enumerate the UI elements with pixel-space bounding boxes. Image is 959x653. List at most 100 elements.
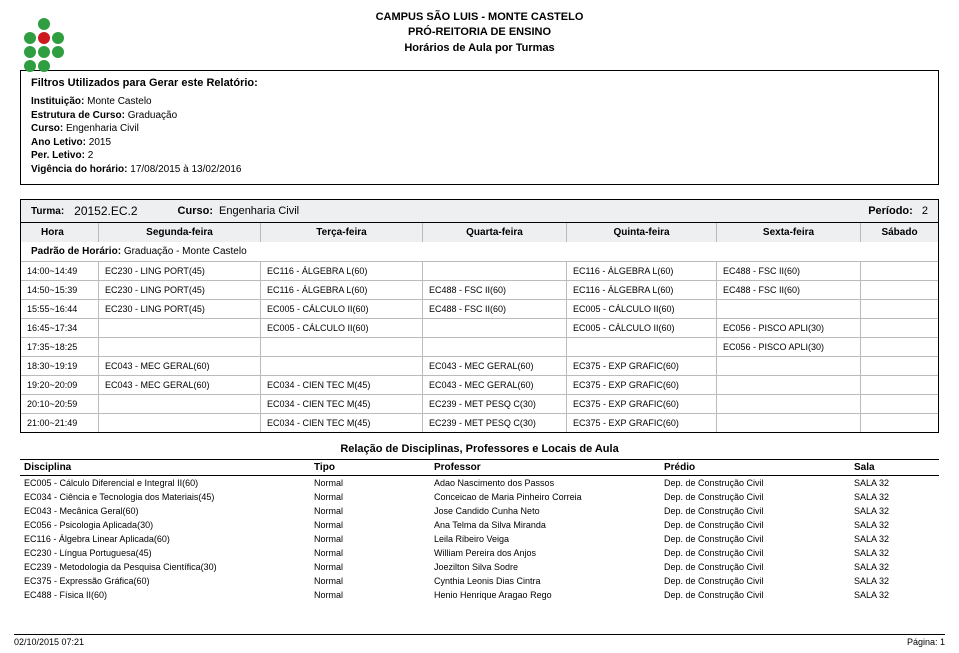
cell-sab (861, 281, 938, 299)
cell-sex (717, 376, 861, 394)
disc-pred: Dep. de Construção Civil (664, 506, 854, 516)
disc-prof: Conceicao de Maria Pinheiro Correia (434, 492, 664, 502)
turma-curso-label: Curso: (178, 205, 213, 217)
turma-bar: Turma: 20152.EC.2 Curso: Engenharia Civi… (20, 199, 939, 223)
relacao-title: Relação de Disciplinas, Professores e Lo… (20, 443, 939, 455)
cell-seg (99, 395, 261, 413)
cell-hora: 19:20~20:09 (21, 376, 99, 394)
disc-disc: EC230 - Língua Portuguesa(45) (24, 548, 314, 558)
cell-sex (717, 357, 861, 375)
discipline-row: EC043 - Mecânica Geral(60)NormalJose Can… (20, 504, 939, 518)
cell-ter: EC034 - CIEN TEC M(45) (261, 395, 423, 413)
disc-pred: Dep. de Construção Civil (664, 576, 854, 586)
footer-page: Página: 1 (907, 637, 945, 647)
cell-qua: EC043 - MEC GERAL(60) (423, 376, 567, 394)
disc-tipo: Normal (314, 520, 434, 530)
cell-hora: 21:00~21:49 (21, 414, 99, 432)
filters-curso-value: Engenharia Civil (66, 123, 139, 134)
cell-sab (861, 262, 938, 280)
filters-ano-label: Ano Letivo: (31, 137, 86, 148)
disc-disc: EC043 - Mecânica Geral(60) (24, 506, 314, 516)
padrao-horario: Padrão de Horário: Graduação - Monte Cas… (20, 242, 939, 261)
header-line-2: PRÓ-REITORIA DE ENSINO (14, 25, 945, 40)
col-ter: Terça-feira (261, 223, 423, 242)
disc-prof: Henio Henrique Aragao Rego (434, 590, 664, 600)
cell-sex (717, 300, 861, 318)
discipline-row: EC056 - Psicologia Aplicada(30)NormalAna… (20, 518, 939, 532)
disc-disc: EC005 - Cálculo Diferencial e Integral I… (24, 478, 314, 488)
footer-timestamp: 02/10/2015 07:21 (14, 637, 84, 647)
cell-qua: EC239 - MET PESQ C(30) (423, 395, 567, 413)
turma-value: 20152.EC.2 (74, 204, 137, 218)
cell-ter: EC034 - CIEN TEC M(45) (261, 376, 423, 394)
schedule-row: 19:20~20:09 EC043 - MEC GERAL(60)EC034 - … (21, 375, 938, 394)
schedule-row: 18:30~19:19EC043 - MEC GERAL(60)EC043 - … (21, 356, 938, 375)
filters-inst-value: Monte Castelo (87, 96, 151, 107)
cell-qui: EC375 - EXP GRAFIC(60) (567, 395, 717, 413)
cell-ter: EC005 - CÁLCULO II(60) (261, 300, 423, 318)
cell-hora: 14:50~15:39 (21, 281, 99, 299)
dh-prof: Professor (434, 462, 664, 473)
disc-tipo: Normal (314, 534, 434, 544)
discipline-row: EC375 - Expressão Gráfica(60)NormalCynth… (20, 574, 939, 588)
discipline-row: EC488 - Física II(60)NormalHenio Henriqu… (20, 588, 939, 602)
header-line-1: CAMPUS SÃO LUIS - MONTE CASTELO (14, 10, 945, 25)
cell-sab (861, 319, 938, 337)
cell-seg: EC230 - LING PORT(45) (99, 300, 261, 318)
col-hora: Hora (21, 223, 99, 242)
disc-pred: Dep. de Construção Civil (664, 562, 854, 572)
col-qui: Quinta-feira (567, 223, 717, 242)
disc-pred: Dep. de Construção Civil (664, 520, 854, 530)
disc-sala: SALA 32 (854, 506, 935, 516)
schedule-table: 14:00~14:49EC230 - LING PORT(45)EC116 - … (20, 261, 939, 433)
cell-hora: 17:35~18:25 (21, 338, 99, 356)
schedule-row: 17:35~18:25EC056 - PISCO APLI(30) (21, 337, 938, 356)
disc-tipo: Normal (314, 576, 434, 586)
cell-qua: EC488 - FSC II(60) (423, 281, 567, 299)
disc-prof: Jose Candido Cunha Neto (434, 506, 664, 516)
filters-estrutura-label: Estrutura de Curso: (31, 110, 125, 121)
cell-seg (99, 414, 261, 432)
cell-qui (567, 338, 717, 356)
cell-hora: 14:00~14:49 (21, 262, 99, 280)
dh-pred: Prédio (664, 462, 854, 473)
disc-sala: SALA 32 (854, 520, 935, 530)
filters-inst-label: Instituição: (31, 96, 84, 107)
cell-qui: EC375 - EXP GRAFIC(60) (567, 414, 717, 432)
cell-sab (861, 376, 938, 394)
filters-vig-value: 17/08/2015 à 13/02/2016 (130, 164, 241, 175)
disc-tipo: Normal (314, 492, 434, 502)
disc-pred: Dep. de Construção Civil (664, 534, 854, 544)
day-header-row: Hora Segunda-feira Terça-feira Quarta-fe… (20, 223, 939, 242)
disc-prof: William Pereira dos Anjos (434, 548, 664, 558)
cell-ter: EC116 - ÁLGEBRA L(60) (261, 262, 423, 280)
col-qua: Quarta-feira (423, 223, 567, 242)
padrao-label: Padrão de Horário: (31, 246, 121, 257)
cell-seg (99, 338, 261, 356)
cell-qui: EC375 - EXP GRAFIC(60) (567, 376, 717, 394)
padrao-value: Graduação - Monte Castelo (124, 246, 247, 257)
disc-pred: Dep. de Construção Civil (664, 492, 854, 502)
cell-sex: EC488 - FSC II(60) (717, 281, 861, 299)
disc-pred: Dep. de Construção Civil (664, 548, 854, 558)
discipline-row: EC239 - Metodologia da Pesquisa Científi… (20, 560, 939, 574)
filters-title: Filtros Utilizados para Gerar este Relat… (31, 77, 928, 89)
page-footer: 02/10/2015 07:21 Página: 1 (14, 634, 945, 647)
cell-seg: EC043 - MEC GERAL(60) (99, 357, 261, 375)
cell-seg: EC230 - LING PORT(45) (99, 262, 261, 280)
disc-disc: EC034 - Ciência e Tecnologia dos Materia… (24, 492, 314, 502)
institution-logo (24, 18, 64, 72)
periodo-value: 2 (922, 205, 928, 217)
disc-tipo: Normal (314, 478, 434, 488)
cell-qua: EC239 - MET PESQ C(30) (423, 414, 567, 432)
disc-pred: Dep. de Construção Civil (664, 478, 854, 488)
disc-prof: Leila Ribeiro Veiga (434, 534, 664, 544)
disc-tipo: Normal (314, 590, 434, 600)
filters-estrutura-value: Graduação (128, 110, 177, 121)
cell-hora: 16:45~17:34 (21, 319, 99, 337)
cell-ter (261, 357, 423, 375)
cell-qua: EC488 - FSC II(60) (423, 300, 567, 318)
disc-tipo: Normal (314, 548, 434, 558)
cell-qui: EC375 - EXP GRAFIC(60) (567, 357, 717, 375)
schedule-row: 14:00~14:49EC230 - LING PORT(45)EC116 - … (21, 261, 938, 280)
